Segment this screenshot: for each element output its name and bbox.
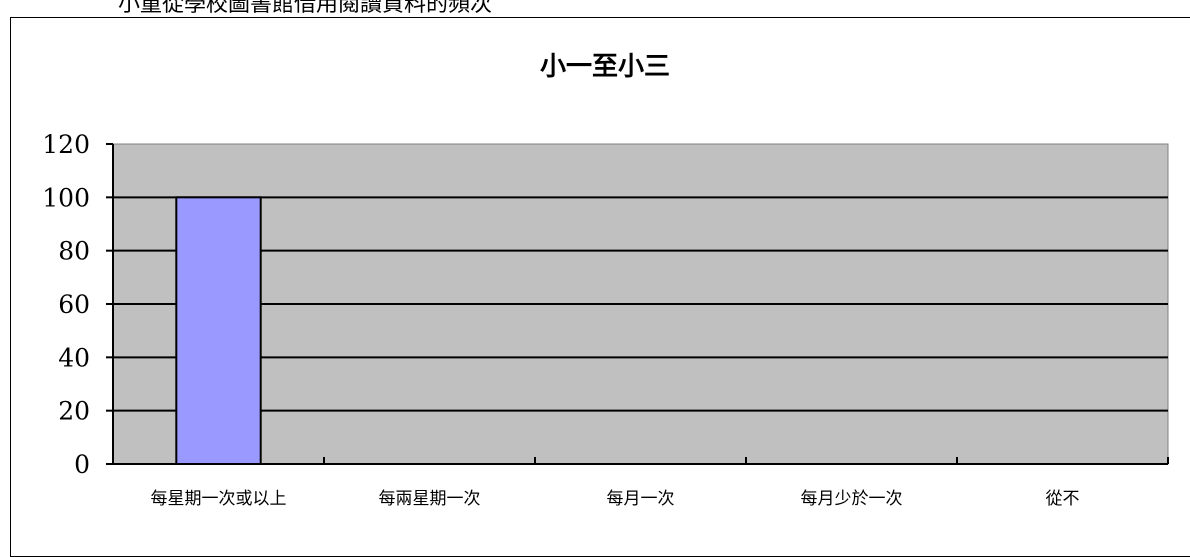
y-tick-label: 80 [58, 237, 90, 266]
x-tick-label: 從不 [1046, 489, 1080, 509]
y-tick-label: 40 [58, 343, 90, 372]
x-axis-ticks: 每星期一次或以上 每兩星期一次 每月一次 每月少於一次 從不 [112, 457, 1169, 509]
bars [175, 196, 262, 465]
x-tick-label: 每兩星期一次 [379, 489, 481, 509]
y-axis-ticks: 0 20 40 60 80 100 120 [42, 130, 113, 479]
y-tick-label: 100 [42, 183, 90, 212]
y-tick-label: 60 [58, 290, 90, 319]
chart-title: 小一至小三 [540, 52, 670, 82]
bar-chart: 小一至小三 0 20 40 60 80 100 120 每星期一次或以上 每兩星期一次 每月一次… [42, 52, 1169, 509]
bar [175, 196, 262, 465]
y-tick-label: 0 [74, 450, 90, 479]
x-tick-label: 每月少於一次 [801, 489, 903, 509]
gridlines [113, 196, 1168, 412]
x-tick-label: 每月一次 [607, 489, 675, 509]
y-tick-label: 20 [58, 397, 90, 426]
page-heading-fragment: 小童從學校圖書館借用閱讀資料的頻次 [118, 0, 493, 17]
y-tick-label: 120 [42, 130, 90, 159]
x-tick-label: 每星期一次或以上 [151, 489, 287, 509]
